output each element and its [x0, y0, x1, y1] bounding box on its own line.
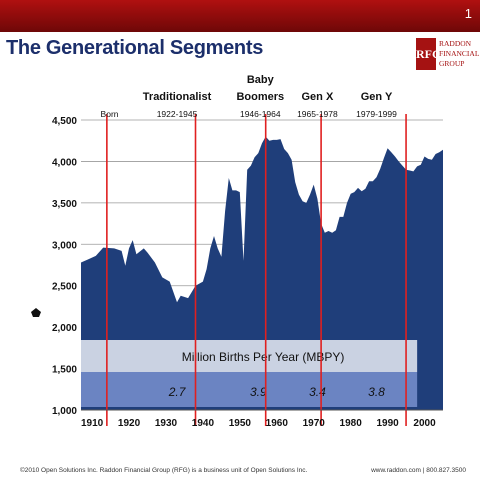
mbpy-band-title-row — [81, 340, 418, 372]
logo-wordmark: RADDON FINANCIAL GROUP — [439, 39, 479, 69]
segment-years: 1979-1999 — [356, 109, 397, 119]
segment-labels: Born Traditionalist 1922-1945 Baby Boomers 19… — [101, 74, 398, 119]
mbpy-value: 3.9 — [250, 385, 267, 399]
segment-dividers — [106, 114, 407, 426]
segment-name: Traditionalist — [143, 91, 212, 103]
footer-copyright: ©2010 Open Solutions Inc. Raddon Financi… — [20, 467, 308, 474]
logo-mark: RFG — [416, 38, 441, 70]
births-area-chart: Million Births Per Year (MBPY) 2.7 3.9 3.4 3… — [31, 74, 443, 429]
logo-line-2: FINANCIAL — [439, 49, 480, 58]
y-tick-label: 1,000 — [52, 406, 77, 417]
x-tick-label: 1960 — [266, 418, 289, 429]
x-tick-label: 1990 — [376, 418, 399, 429]
segment-name: Gen Y — [361, 91, 393, 103]
logo-line-1: RADDON — [439, 39, 472, 48]
segment-name-line: Boomers — [236, 91, 284, 103]
y-tick-label: 2,500 — [52, 282, 77, 293]
y-tick-label: 4,000 — [52, 157, 77, 168]
raddon-logo: RFG RADDON FINANCIAL GROUP — [416, 38, 479, 72]
x-tick-label: 1940 — [192, 418, 215, 429]
top-banner: 1 — [0, 0, 480, 32]
segment-years: 1946-1964 — [240, 109, 281, 119]
mbpy-band-values-row — [81, 372, 418, 407]
x-tick-label: 1930 — [155, 418, 178, 429]
y-axis-ticks: 1,000 1,500 2,000 2,500 3,000 3,500 4,000 4,500 — [52, 116, 77, 417]
mbpy-value: 3.4 — [309, 385, 326, 399]
axis-marker-glyph — [31, 308, 41, 317]
mbpy-value: 2.7 — [168, 385, 187, 399]
segment-name: Gen X — [302, 91, 334, 103]
x-tick-label: 1920 — [118, 418, 141, 429]
mbpy-value: 3.8 — [368, 385, 385, 399]
segment-name-line: Baby — [247, 74, 275, 86]
y-tick-label: 3,500 — [52, 199, 77, 210]
footer-contact: www.raddon.com | 800.827.3500 — [371, 467, 466, 474]
y-tick-label: 4,500 — [52, 116, 77, 127]
x-tick-label: 1980 — [340, 418, 363, 429]
x-tick-label: 2000 — [413, 418, 436, 429]
logo-line-3: GROUP — [439, 59, 465, 68]
x-tick-label: 1910 — [81, 418, 104, 429]
y-tick-label: 3,000 — [52, 240, 77, 251]
segment-years: 1965-1978 — [297, 109, 338, 119]
segment-years: 1922-1945 — [157, 109, 198, 119]
axis-marker — [31, 308, 41, 317]
y-tick-label: 1,500 — [52, 365, 77, 376]
segment-born-label: Born — [101, 109, 119, 119]
slide-title: The Generational Segments — [6, 37, 264, 59]
mbpy-band-title: Million Births Per Year (MBPY) — [182, 350, 345, 364]
slide-number: 1 — [464, 6, 472, 21]
x-tick-label: 1970 — [303, 418, 326, 429]
x-tick-label: 1950 — [229, 418, 252, 429]
x-axis-ticks: 1910 1920 1930 1940 1950 1960 1970 1980 1990 2000 — [81, 409, 443, 429]
mbpy-band: Million Births Per Year (MBPY) 2.7 3.9 3.4 3… — [81, 340, 418, 407]
y-tick-label: 2,000 — [52, 323, 77, 334]
